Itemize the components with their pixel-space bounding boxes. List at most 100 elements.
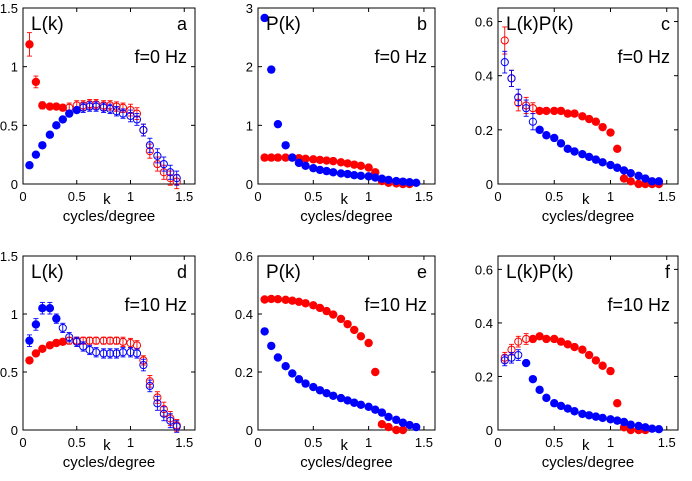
x-tick-label: 1.5: [415, 435, 433, 450]
data-point: [556, 139, 566, 148]
data-point: [392, 415, 401, 425]
data-point: [528, 117, 537, 126]
data-point: [315, 155, 325, 165]
data-point: [309, 163, 318, 173]
data-point: [267, 294, 276, 304]
x-axis-title: cycles/degree: [63, 208, 156, 225]
y-tick-label: 0.4: [475, 69, 493, 84]
k-axis-label: k: [582, 437, 590, 454]
data-point: [371, 173, 380, 182]
data-point: [563, 144, 572, 153]
data-point: [619, 174, 629, 183]
data-point: [38, 141, 47, 150]
y-tick-label: 0.6: [475, 262, 493, 277]
data-point: [356, 161, 366, 171]
data-point: [392, 176, 401, 186]
x-axis-title: cycles/degree: [542, 454, 635, 471]
panel-title: P(k): [266, 262, 301, 283]
data-point: [626, 177, 635, 186]
y-tick-label: 0.5: [0, 365, 18, 380]
data-point: [273, 295, 283, 304]
y-tick-label: 1: [11, 60, 18, 75]
k-axis-label: k: [341, 437, 349, 454]
x-axis-title: cycles/degree: [63, 454, 156, 471]
data-point: [79, 342, 88, 351]
data-point: [126, 348, 135, 357]
data-point: [153, 399, 162, 408]
x-tick-label: 1: [127, 435, 134, 450]
series-blue-open: [58, 322, 181, 433]
data-point: [521, 358, 531, 368]
data-point: [79, 103, 88, 112]
data-point: [634, 421, 643, 431]
data-point: [31, 77, 41, 87]
x-tick-label: 0.5: [68, 435, 86, 450]
data-point: [309, 155, 318, 164]
data-point: [364, 402, 373, 411]
x-tick-label: 1: [607, 189, 614, 204]
frequency-label: f=10 Hz: [124, 295, 187, 315]
plot-frame: [497, 7, 679, 185]
frequency-label: f=0 Hz: [134, 47, 187, 67]
plot-frame: [257, 7, 436, 185]
data-point: [343, 159, 352, 168]
data-point: [350, 160, 359, 169]
panel-title: L(k): [31, 14, 64, 35]
data-point: [329, 310, 338, 319]
data-point: [570, 342, 579, 352]
panel-letter: b: [417, 14, 427, 34]
data-point: [99, 103, 108, 112]
x-tick-label: 0: [254, 435, 261, 450]
series-red-open: [500, 333, 531, 364]
series-blue: [260, 327, 421, 432]
y-tick-label: 0.6: [235, 249, 253, 264]
data-point: [584, 114, 594, 124]
x-tick-label: 1: [365, 435, 372, 450]
x-tick-label: 1: [607, 435, 614, 450]
data-point: [294, 297, 304, 307]
x-tick-label: 0: [494, 435, 501, 450]
frequency-label: f=0 Hz: [374, 47, 427, 67]
series-blue-filled: [25, 105, 81, 170]
data-point: [514, 93, 523, 102]
data-point: [322, 156, 331, 165]
y-tick-label: 0.6: [475, 15, 493, 30]
panel-letter: e: [417, 262, 427, 282]
data-point: [598, 158, 607, 167]
data-point: [38, 304, 47, 313]
data-point: [31, 320, 41, 329]
panel-title: L(k)P(k): [506, 14, 574, 35]
y-tick-label: 3: [246, 1, 253, 16]
data-point: [550, 133, 559, 143]
panel-letter: f: [665, 262, 671, 282]
k-axis-label: k: [582, 191, 590, 208]
data-point: [626, 420, 635, 429]
data-point: [647, 177, 657, 186]
data-point: [139, 125, 148, 135]
plot-frame: [497, 255, 679, 431]
panel-letter: c: [661, 14, 670, 34]
frequency-label: f=0 Hz: [617, 47, 670, 67]
y-tick-label: 0.2: [235, 365, 253, 380]
data-point: [535, 125, 544, 135]
y-tick-label: 0.5: [0, 118, 18, 133]
series-blue-open: [500, 50, 537, 131]
y-tick-label: 1: [11, 307, 18, 322]
data-point: [634, 179, 643, 189]
data-point: [591, 356, 601, 365]
data-point: [281, 153, 290, 162]
x-tick-label: 1.5: [175, 189, 193, 204]
data-point: [641, 423, 650, 432]
data-point: [273, 119, 283, 129]
data-point: [514, 350, 523, 360]
data-point: [535, 385, 544, 395]
data-point: [145, 381, 154, 391]
data-point: [126, 111, 135, 121]
data-point: [377, 420, 387, 429]
series-blue-filled: [521, 358, 664, 434]
y-tick-label: 0.4: [235, 307, 253, 322]
data-point: [384, 175, 393, 185]
data-point: [584, 152, 594, 162]
data-point: [166, 168, 175, 177]
data-point: [260, 153, 269, 162]
